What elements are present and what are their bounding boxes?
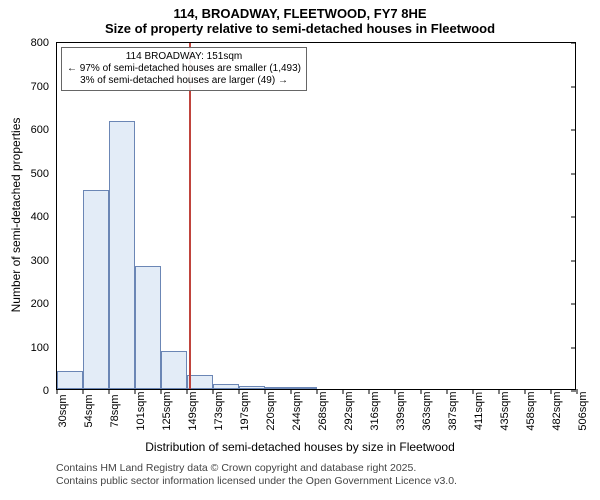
x-tick-label: 78sqm: [109, 394, 121, 427]
histogram-bar: [265, 387, 291, 389]
y-axis-label: Number of semi-detached properties: [9, 41, 23, 389]
y-tick-label: 0: [43, 385, 57, 397]
x-tick-label: 197sqm: [239, 391, 251, 430]
x-tick-mark: [57, 389, 58, 394]
y-tick-label: 200: [31, 298, 57, 310]
y-tick-mark: [571, 43, 576, 44]
annotation-line3: 3% of semi-detached houses are larger (4…: [67, 75, 301, 87]
footer-line1: Contains HM Land Registry data © Crown c…: [56, 462, 457, 475]
y-tick-mark: [571, 260, 576, 261]
x-tick-label: 339sqm: [395, 391, 407, 430]
chart-title-block: 114, BROADWAY, FLEETWOOD, FY7 8HE Size o…: [0, 6, 600, 36]
histogram-bar: [109, 121, 134, 389]
y-tick-label: 400: [31, 211, 57, 223]
x-tick-label: 292sqm: [343, 391, 355, 430]
histogram-bar: [57, 371, 83, 389]
annotation-box: 114 BROADWAY: 151sqm ← 97% of semi-detac…: [61, 47, 307, 91]
x-tick-label: 54sqm: [83, 394, 95, 427]
y-tick-label: 800: [31, 37, 57, 49]
y-tick-mark: [571, 347, 576, 348]
y-tick-mark: [571, 391, 576, 392]
x-tick-label: 316sqm: [369, 391, 381, 430]
x-tick-label: 173sqm: [213, 391, 225, 430]
x-tick-label: 244sqm: [291, 391, 303, 430]
x-tick-label: 506sqm: [577, 391, 589, 430]
annotation-line2: ← 97% of semi-detached houses are smalle…: [67, 63, 301, 75]
y-tick-label: 600: [31, 124, 57, 136]
histogram-bar: [239, 386, 264, 389]
y-tick-label: 100: [31, 342, 57, 354]
x-tick-label: 268sqm: [317, 391, 329, 430]
x-axis-label: Distribution of semi-detached houses by …: [0, 440, 600, 454]
histogram-bar: [213, 384, 239, 389]
x-tick-label: 387sqm: [447, 391, 459, 430]
histogram-bar: [135, 266, 161, 389]
plot-area: 114 BROADWAY: 151sqm ← 97% of semi-detac…: [56, 42, 576, 390]
annotation-line1: 114 BROADWAY: 151sqm: [67, 51, 301, 63]
histogram-bar: [83, 190, 109, 389]
x-tick-label: 411sqm: [473, 392, 485, 430]
histogram-bar: [161, 351, 187, 389]
y-tick-mark: [571, 217, 576, 218]
x-tick-label: 363sqm: [421, 391, 433, 430]
y-tick-label: 500: [31, 168, 57, 180]
x-tick-label: 149sqm: [187, 391, 199, 430]
chart-title-line1: 114, BROADWAY, FLEETWOOD, FY7 8HE: [0, 6, 600, 21]
x-tick-label: 435sqm: [499, 391, 511, 430]
y-tick-label: 300: [31, 255, 57, 267]
chart-footer: Contains HM Land Registry data © Crown c…: [56, 462, 457, 488]
reference-line: [189, 43, 191, 389]
x-tick-label: 482sqm: [551, 391, 563, 430]
chart-title-line2: Size of property relative to semi-detach…: [0, 21, 600, 36]
y-tick-mark: [571, 173, 576, 174]
y-tick-label: 700: [31, 81, 57, 93]
x-tick-label: 125sqm: [161, 391, 173, 430]
y-tick-mark: [571, 86, 576, 87]
x-tick-label: 30sqm: [57, 394, 69, 427]
y-tick-mark: [571, 130, 576, 131]
x-tick-label: 220sqm: [265, 391, 277, 430]
footer-line2: Contains public sector information licen…: [56, 475, 457, 488]
y-tick-mark: [571, 304, 576, 305]
x-tick-label: 458sqm: [525, 391, 537, 430]
x-tick-label: 101sqm: [135, 391, 147, 430]
histogram-bar: [291, 387, 317, 389]
x-tick-mark: [109, 389, 110, 394]
x-tick-mark: [83, 389, 84, 394]
